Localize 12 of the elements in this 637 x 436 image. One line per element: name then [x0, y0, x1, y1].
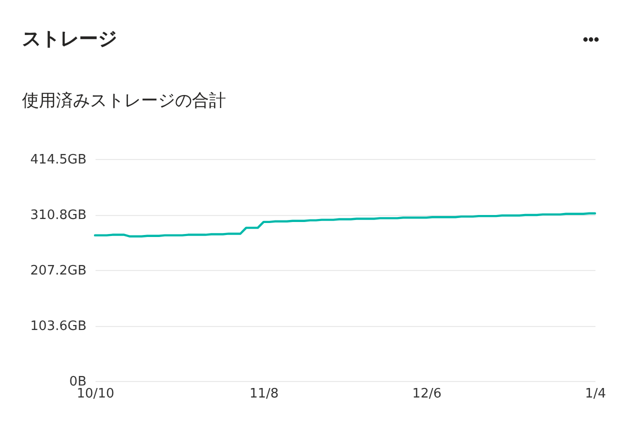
y-tick-label: 207.2GB: [30, 264, 86, 279]
x-tick-label: 11/8: [250, 386, 279, 402]
line-series: [94, 212, 596, 238]
x-tick-label: 12/6: [412, 386, 442, 402]
chart-title: ストレージ: [22, 27, 117, 52]
y-tick-label: 0B: [69, 374, 86, 390]
y-tick-label: 103.6GB: [30, 319, 86, 334]
chart-subtitle: 使用済みストレージの合計: [22, 90, 226, 112]
x-tick-label: 1/4: [585, 386, 606, 402]
y-tick-label: 310.8GB: [30, 208, 86, 224]
x-tick-label: 10/10: [76, 386, 114, 402]
y-tick-label: 414.5GB: [30, 152, 86, 168]
